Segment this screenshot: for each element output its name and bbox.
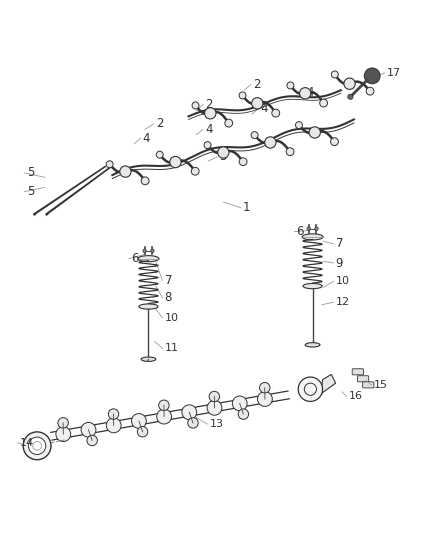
Circle shape xyxy=(315,227,318,230)
Text: 5: 5 xyxy=(27,185,34,198)
Circle shape xyxy=(239,158,247,166)
Circle shape xyxy=(309,127,321,138)
Text: 1: 1 xyxy=(243,201,251,214)
Text: 17: 17 xyxy=(387,68,401,78)
Circle shape xyxy=(81,422,96,437)
Circle shape xyxy=(364,68,380,84)
Circle shape xyxy=(296,122,303,128)
Circle shape xyxy=(138,426,148,437)
Text: 11: 11 xyxy=(165,343,179,353)
Circle shape xyxy=(207,400,222,415)
Circle shape xyxy=(272,109,279,117)
Ellipse shape xyxy=(303,284,322,289)
Text: 15: 15 xyxy=(374,380,388,390)
Text: 2: 2 xyxy=(156,117,163,130)
Text: 7: 7 xyxy=(165,274,172,287)
Circle shape xyxy=(218,147,229,158)
Circle shape xyxy=(106,418,121,433)
Text: 3: 3 xyxy=(219,150,226,163)
Circle shape xyxy=(108,409,119,419)
Circle shape xyxy=(320,99,328,107)
Circle shape xyxy=(251,132,258,139)
Ellipse shape xyxy=(305,343,320,347)
Circle shape xyxy=(159,400,169,410)
Circle shape xyxy=(307,227,311,230)
Circle shape xyxy=(151,249,154,253)
Circle shape xyxy=(58,418,68,428)
Circle shape xyxy=(188,418,198,428)
Circle shape xyxy=(192,102,199,109)
FancyBboxPatch shape xyxy=(357,376,369,382)
Text: 12: 12 xyxy=(336,297,350,307)
Circle shape xyxy=(143,249,146,253)
Text: 5: 5 xyxy=(27,166,34,180)
Circle shape xyxy=(287,82,294,89)
Text: 4: 4 xyxy=(260,102,268,116)
Circle shape xyxy=(366,87,374,95)
Circle shape xyxy=(298,377,322,401)
Text: 4: 4 xyxy=(143,132,150,144)
Circle shape xyxy=(23,432,51,460)
Text: 13: 13 xyxy=(209,419,223,429)
Text: 2: 2 xyxy=(205,98,212,111)
Circle shape xyxy=(232,396,247,411)
Circle shape xyxy=(87,435,97,446)
Text: 4: 4 xyxy=(306,86,314,99)
Text: 6: 6 xyxy=(297,225,304,238)
Circle shape xyxy=(28,437,46,455)
Circle shape xyxy=(156,151,163,158)
Circle shape xyxy=(182,405,197,419)
Circle shape xyxy=(106,161,113,168)
Text: 4: 4 xyxy=(205,123,212,136)
Polygon shape xyxy=(321,375,336,393)
Circle shape xyxy=(260,383,270,393)
Circle shape xyxy=(344,78,355,90)
Ellipse shape xyxy=(141,357,156,361)
Circle shape xyxy=(238,409,249,419)
FancyBboxPatch shape xyxy=(352,369,364,375)
Text: 9: 9 xyxy=(336,256,343,270)
FancyBboxPatch shape xyxy=(363,382,374,388)
Circle shape xyxy=(204,142,211,149)
Text: 10: 10 xyxy=(165,313,179,323)
Text: 2: 2 xyxy=(253,78,261,91)
Ellipse shape xyxy=(139,304,158,309)
Text: 10: 10 xyxy=(336,276,350,286)
Circle shape xyxy=(191,167,199,175)
Ellipse shape xyxy=(138,256,159,262)
Circle shape xyxy=(331,71,338,78)
Circle shape xyxy=(258,392,272,407)
Text: 8: 8 xyxy=(165,292,172,304)
Circle shape xyxy=(252,98,263,109)
Text: 16: 16 xyxy=(349,391,363,401)
Circle shape xyxy=(225,119,233,127)
Circle shape xyxy=(120,166,131,177)
Ellipse shape xyxy=(302,234,323,240)
Circle shape xyxy=(131,414,146,429)
Circle shape xyxy=(331,138,339,146)
Circle shape xyxy=(170,156,181,168)
Circle shape xyxy=(286,148,294,156)
Text: 14: 14 xyxy=(20,438,34,448)
Text: 6: 6 xyxy=(131,252,138,265)
Circle shape xyxy=(157,409,172,424)
Circle shape xyxy=(141,177,149,185)
Circle shape xyxy=(56,427,71,441)
Circle shape xyxy=(209,391,219,402)
Text: 7: 7 xyxy=(336,237,343,251)
Circle shape xyxy=(265,137,276,148)
Circle shape xyxy=(205,108,216,119)
Circle shape xyxy=(300,87,311,99)
Circle shape xyxy=(239,92,246,99)
Circle shape xyxy=(348,94,353,99)
